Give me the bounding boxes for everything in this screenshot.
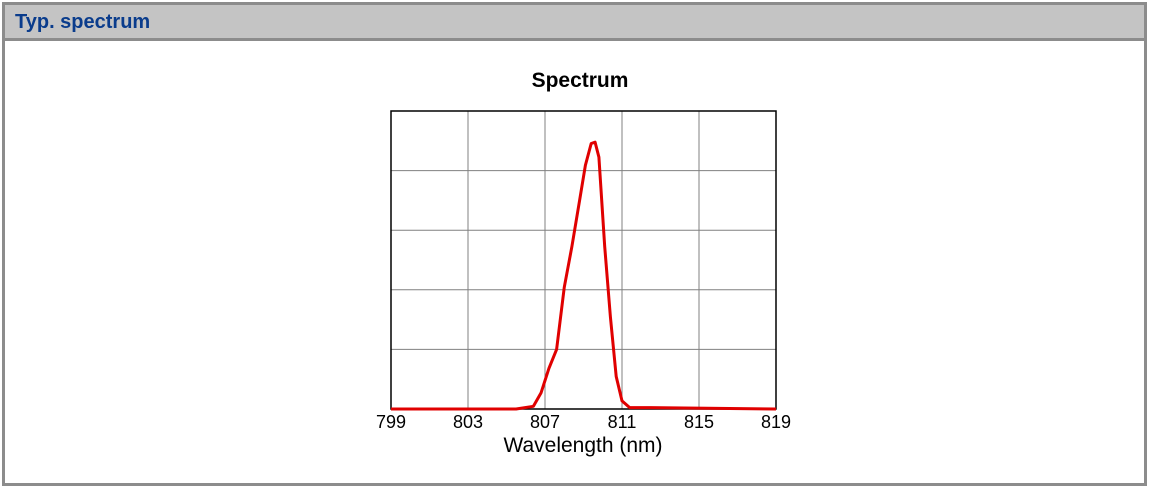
x-tick-label: 807 (530, 412, 560, 432)
series-group (391, 140, 777, 411)
plot-frame (390, 110, 777, 410)
x-tick-label: 819 (761, 412, 791, 432)
spectrum-panel: Typ. spectrum (2, 2, 1147, 486)
x-tick-label: 803 (453, 412, 483, 432)
x-tick-label: 811 (608, 412, 637, 432)
x-tick-label: 799 (376, 412, 406, 432)
x-tick-labels: 799 803 807 811 815 819 (376, 412, 791, 432)
panel-header: Typ. spectrum (5, 5, 1144, 41)
chart-title: Spectrum (532, 69, 629, 92)
spectrum-series-line (391, 140, 777, 411)
panel-title: Typ. spectrum (15, 11, 151, 33)
x-tick-label: 815 (684, 412, 714, 432)
chart-grid (390, 110, 777, 410)
x-axis-label: Wavelength (nm) (503, 434, 662, 457)
